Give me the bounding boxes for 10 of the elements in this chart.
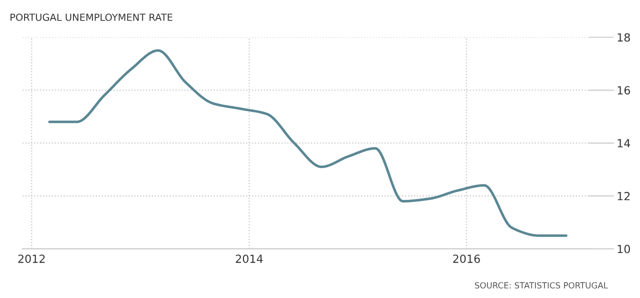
y-tick-label: 16 (618, 86, 630, 95)
y-tick-label: 18 (618, 33, 630, 42)
chart-title: PORTUGAL UNEMPLOYMENT RATE (10, 14, 172, 21)
y-tick-label: 12 (618, 192, 630, 200)
y-tick-label: 10 (618, 244, 630, 254)
x-tick-label: 2014 (236, 254, 263, 263)
x-tick-label: 2012 (18, 254, 45, 263)
y-tick-label: 14 (618, 139, 630, 148)
source-note: SOURCE: STATISTICS PORTUGAL (474, 282, 608, 288)
x-tick-label: 2016 (453, 254, 480, 263)
